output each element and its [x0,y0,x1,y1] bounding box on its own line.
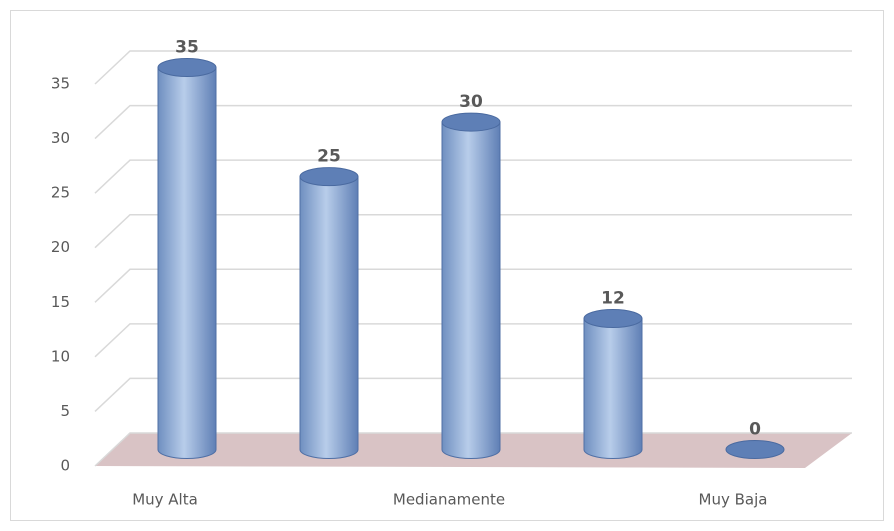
bar-top [725,440,785,459]
x-tick-label: Muy Alta [132,491,198,509]
value-label: 12 [601,289,625,309]
y-tick-label: 20 [51,238,70,256]
bar [725,440,785,459]
bar-body [299,176,359,459]
y-tick-label: 5 [60,402,70,420]
y-tick-label: 30 [51,129,70,147]
bar-top [157,58,217,77]
grid-line [94,268,852,303]
bar-top [299,167,359,187]
grid-line [94,159,852,194]
bar [299,167,359,459]
grid-line [94,104,852,140]
y-tick-label: 15 [51,293,70,311]
value-label: 25 [317,147,341,167]
x-tick-label: Muy Baja [699,491,768,509]
bar [441,112,501,459]
bar-body [157,67,217,459]
bar-body [583,318,643,459]
value-label: 0 [749,420,761,440]
bar [157,58,217,459]
y-tick-label: 10 [51,347,70,365]
value-label: 30 [459,92,483,112]
grid-line [94,213,852,249]
value-label: 35 [175,38,199,58]
y-tick-label: 25 [51,184,70,202]
x-tick-label: Medianamente [393,491,505,509]
bar-top [441,112,501,132]
y-tick-label: 35 [51,75,70,93]
bar-top [583,309,643,329]
bar-body [441,121,501,459]
bar [583,309,643,459]
grid-line [94,50,852,85]
y-tick-label: 0 [60,457,70,475]
